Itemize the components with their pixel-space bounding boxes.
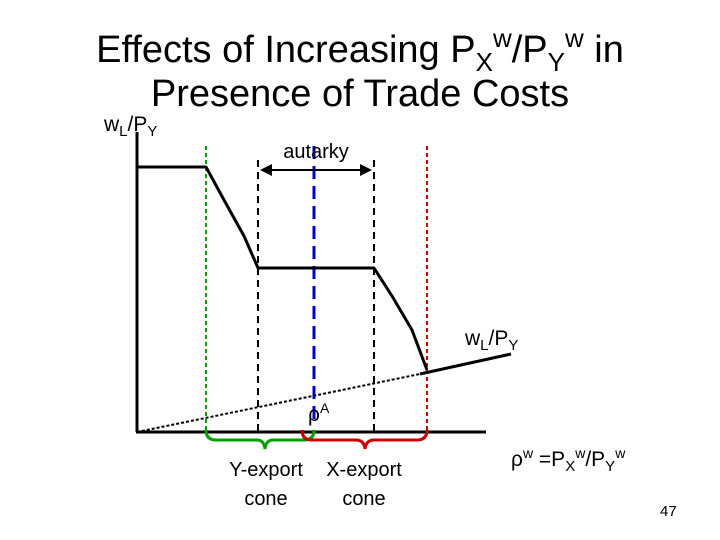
rho-a-label: ρA — [308, 400, 330, 426]
curve-label: wL/PY — [464, 327, 518, 354]
rising-line-extension — [419, 352, 512, 376]
title-line-1: Effects of Increasing PXw/PYw in — [96, 23, 624, 77]
autarky-arrowhead-right — [360, 164, 372, 176]
y-axis-label: wL/PY — [103, 113, 157, 140]
title-line-2: Presence of Trade Costs — [151, 73, 569, 115]
y-export-cone-label-line-1: Y-export — [229, 459, 303, 481]
x-export-cone-label-line-2: cone — [342, 488, 385, 510]
page-number: 47 — [660, 503, 677, 520]
rising-line — [136, 373, 421, 433]
x-export-cone-brace — [300, 429, 429, 450]
x-axis-label: ρw =PXw/PYw — [511, 445, 626, 475]
y-export-cone-label-line-2: cone — [244, 488, 287, 510]
wage-curve — [137, 165, 429, 371]
x-export-cone-label-line-1: X-export — [326, 459, 402, 481]
autarky-label: autarky — [283, 141, 349, 163]
autarky-arrowhead-left — [260, 164, 272, 176]
